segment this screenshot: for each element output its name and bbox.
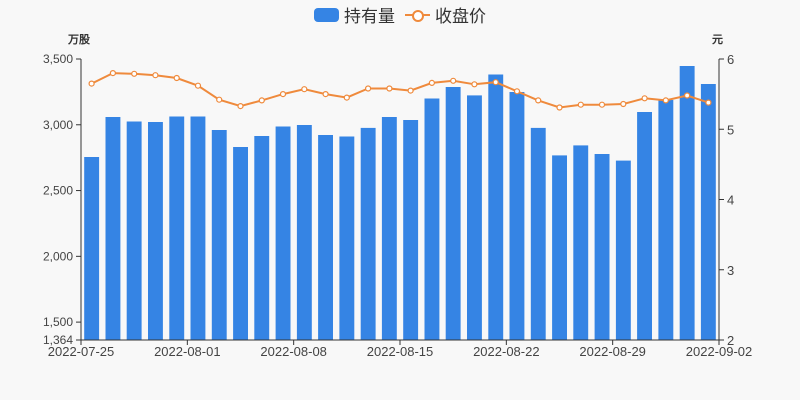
close-price-point[interactable] — [513, 88, 521, 95]
bar-holdings[interactable] — [552, 155, 567, 340]
legend-label-close-price: 收盘价 — [435, 7, 486, 27]
bar-holdings[interactable] — [530, 127, 546, 341]
legend-item-holdings[interactable]: 持有量 — [314, 2, 395, 27]
bar-holdings[interactable] — [275, 126, 291, 341]
x-axis-tick-label: 2022-07-25 — [48, 344, 115, 359]
close-price-point[interactable] — [683, 92, 691, 99]
close-price-point[interactable] — [194, 82, 202, 89]
close-price-point[interactable] — [173, 74, 180, 82]
legend-item-close-price[interactable]: 收盘价 — [405, 2, 486, 27]
close-price-point[interactable] — [450, 77, 457, 84]
bar-holdings[interactable] — [211, 130, 227, 340]
left-axis-tick-label: 3,000 — [43, 118, 73, 132]
bar-holdings[interactable] — [679, 66, 695, 340]
x-axis-tick-label: 2022-09-02 — [686, 344, 753, 359]
bar-holdings[interactable] — [615, 160, 631, 340]
bar-holdings[interactable] — [573, 145, 589, 340]
x-axis-tick-label: 2022-08-15 — [367, 344, 434, 359]
bar-holdings[interactable] — [360, 127, 376, 341]
bar-holdings[interactable] — [126, 121, 142, 341]
close-price-point[interactable] — [258, 97, 265, 104]
close-price-line — [91, 72, 709, 109]
bar-holdings[interactable] — [509, 92, 525, 340]
bar-holdings[interactable] — [339, 136, 355, 341]
close-price-point[interactable] — [365, 85, 372, 92]
close-price-point[interactable] — [109, 69, 117, 77]
bar-holdings[interactable] — [637, 112, 652, 340]
close-price-point[interactable] — [577, 101, 584, 108]
close-price-point[interactable] — [428, 79, 435, 87]
right-axis-tick-label: 5 — [727, 122, 734, 137]
close-price-point[interactable] — [131, 70, 138, 77]
bar-holdings[interactable] — [467, 95, 482, 341]
close-price-point[interactable] — [535, 97, 542, 104]
left-axis-tick-label: 2,500 — [43, 184, 73, 198]
close-price-point[interactable] — [386, 85, 393, 92]
bar-holdings[interactable] — [594, 154, 610, 340]
close-price-point[interactable] — [556, 104, 563, 111]
bar-holdings[interactable] — [296, 125, 312, 340]
bar-holdings[interactable] — [445, 87, 461, 340]
right-axis-tick-label: 2 — [727, 333, 734, 348]
close-price-point[interactable] — [216, 96, 223, 103]
left-axis-unit: 万股 — [68, 33, 90, 46]
bar-holdings[interactable] — [700, 84, 716, 340]
close-price-point[interactable] — [152, 72, 159, 79]
bar-holdings[interactable] — [169, 116, 185, 341]
right-axis-tick-label: 3 — [727, 263, 734, 278]
close-price-point[interactable] — [301, 86, 308, 93]
left-axis-tick-label: 1,500 — [43, 315, 73, 329]
close-price-point[interactable] — [237, 102, 244, 110]
close-price-point[interactable] — [471, 81, 478, 88]
chart-legend: 持有量 收盘价 — [0, 2, 800, 27]
close-price-point[interactable] — [598, 101, 606, 108]
x-axis-tick-label: 2022-08-29 — [579, 344, 646, 359]
x-axis-tick-label: 2022-08-08 — [260, 344, 327, 359]
left-axis-tick-label: 3,500 — [43, 52, 73, 66]
bar-holdings[interactable] — [190, 116, 206, 341]
close-price-point[interactable] — [88, 80, 95, 87]
bar-holdings[interactable] — [403, 120, 419, 340]
bar-swatch-icon — [314, 7, 339, 22]
close-price-point[interactable] — [279, 90, 287, 98]
bar-holdings[interactable] — [148, 122, 163, 340]
legend-label-holdings: 持有量 — [344, 7, 395, 27]
right-axis-unit: 元 — [712, 33, 723, 46]
left-axis-tick-label: 2,000 — [43, 249, 73, 263]
bar-holdings[interactable] — [658, 100, 674, 340]
x-axis-tick-label: 2022-08-22 — [473, 344, 540, 359]
bar-holdings[interactable] — [105, 117, 121, 340]
left-axis-tick-label: 1,364 — [43, 333, 73, 347]
right-axis-tick-label: 4 — [727, 193, 734, 208]
bar-holdings[interactable] — [488, 74, 504, 341]
close-price-point[interactable] — [620, 100, 627, 108]
bar-holdings[interactable] — [254, 136, 270, 340]
close-price-point[interactable] — [662, 97, 669, 104]
bar-holdings[interactable] — [233, 147, 248, 340]
close-price-point[interactable] — [705, 99, 712, 106]
bar-holdings[interactable] — [381, 117, 397, 340]
right-axis-tick-label: 6 — [727, 52, 734, 67]
close-price-point[interactable] — [322, 90, 329, 98]
close-price-point[interactable] — [343, 94, 350, 101]
bar-holdings[interactable] — [84, 157, 100, 340]
bar-holdings[interactable] — [424, 98, 440, 341]
close-price-point[interactable] — [641, 95, 648, 102]
close-price-point[interactable] — [407, 87, 414, 94]
close-price-point[interactable] — [492, 79, 499, 86]
x-axis-tick-label: 2022-08-01 — [154, 344, 221, 359]
line-swatch-icon — [405, 8, 430, 22]
bar-holdings[interactable] — [318, 135, 333, 340]
